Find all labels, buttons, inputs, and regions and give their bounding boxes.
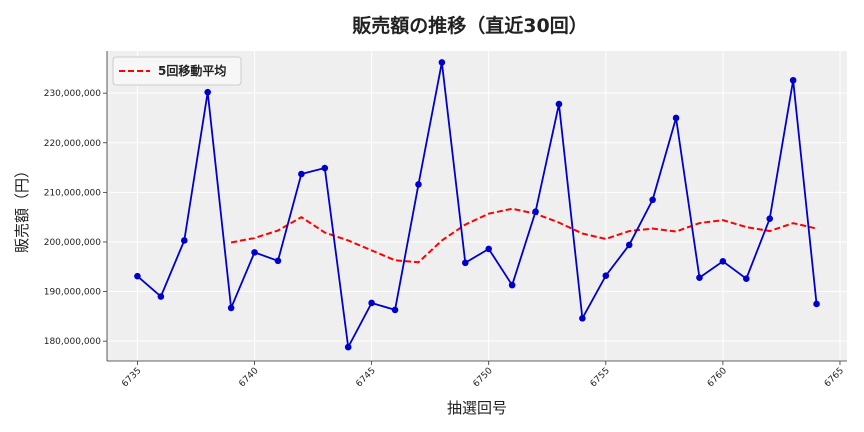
chart-title: 販売額の推移（直近30回）: [352, 14, 587, 37]
data-point: [789, 76, 797, 84]
y-axis-label: 販売額（円）: [13, 163, 31, 253]
grid: [107, 51, 847, 361]
x-tick-label: 6735: [120, 366, 143, 389]
y-tick-label: 230,000,000: [44, 89, 102, 99]
data-point: [696, 274, 703, 281]
data-point: [625, 241, 633, 249]
data-point: [461, 259, 469, 267]
data-point: [321, 164, 329, 172]
data-point: [251, 249, 258, 256]
x-ticks: 6735 6740 6745 6750 6755 6760 6765: [120, 361, 846, 389]
data-point: [438, 59, 446, 66]
y-tick-label: 210,000,000: [44, 188, 102, 198]
x-tick-label: 6740: [237, 366, 260, 389]
y-ticks: 180,000,000 190,000,000 200,000,000 210,000…: [44, 89, 107, 347]
data-point: [415, 181, 422, 188]
data-point: [157, 293, 165, 300]
data-point: [134, 272, 141, 280]
data-point: [719, 258, 727, 265]
data-point: [227, 304, 235, 312]
series-line-sales: [136, 62, 818, 351]
y-tick-label: 220,000,000: [44, 139, 102, 149]
data-point: [368, 299, 375, 307]
data-point: [298, 170, 305, 178]
data-point: [813, 300, 820, 308]
x-tick-label: 6755: [589, 366, 612, 389]
data-point: [532, 208, 539, 216]
x-tick-label: 6760: [706, 366, 729, 389]
data-point: [274, 257, 282, 265]
data-point: [579, 315, 586, 322]
legend: 5回移動平均: [112, 56, 242, 86]
x-axis-label: 抽選回号: [447, 399, 507, 417]
data-point: [391, 306, 399, 314]
plot-area: [107, 51, 847, 361]
legend-label-moving-average: 5回移動平均: [158, 63, 226, 78]
series-line-moving-average: [230, 207, 817, 264]
y-tick-label: 180,000,000: [44, 337, 102, 347]
y-tick-label: 200,000,000: [44, 238, 102, 248]
data-point: [485, 245, 493, 253]
data-point: [180, 237, 188, 244]
data-point: [204, 88, 211, 96]
x-tick-label: 6765: [823, 366, 846, 389]
data-point: [602, 272, 610, 279]
data-point: [344, 343, 352, 351]
x-tick-label: 6745: [354, 366, 377, 389]
data-point: [649, 196, 656, 204]
data-point: [508, 281, 516, 289]
data-point: [672, 114, 680, 122]
data-point: [555, 100, 563, 108]
x-tick-label: 6750: [472, 366, 495, 389]
legend-box: [112, 56, 242, 86]
axes: [106, 51, 847, 362]
y-tick-label: 190,000,000: [44, 288, 102, 298]
data-point: [743, 275, 750, 282]
data-point: [766, 215, 774, 222]
series-layer: [134, 59, 820, 351]
